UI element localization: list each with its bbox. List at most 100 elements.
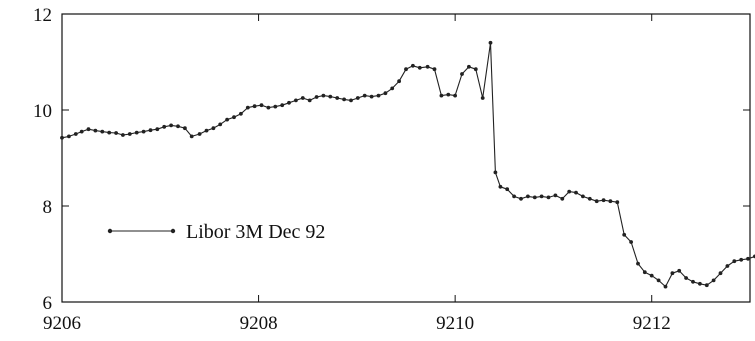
data-point <box>73 132 78 136</box>
data-point <box>280 103 285 108</box>
data-point <box>100 129 105 134</box>
data-point <box>581 194 585 199</box>
data-point <box>67 134 71 139</box>
data-point <box>505 187 510 192</box>
data-point <box>698 281 702 286</box>
data-point <box>691 279 695 284</box>
data-point <box>335 96 340 100</box>
data-point <box>480 96 485 100</box>
data-point <box>608 199 613 204</box>
data-point <box>732 259 737 264</box>
data-point <box>439 93 444 98</box>
data-point <box>519 196 523 201</box>
data-point <box>211 126 216 131</box>
data-point <box>601 198 606 203</box>
data-point <box>425 64 430 69</box>
data-point <box>232 115 236 120</box>
x-tick-label: 9212 <box>633 313 671 334</box>
data-point <box>245 105 250 110</box>
data-point <box>746 256 750 261</box>
data-point <box>259 103 264 108</box>
x-tick-label: 9208 <box>240 313 278 334</box>
data-point <box>684 276 688 280</box>
legend-marker-right <box>170 228 176 234</box>
data-point <box>307 98 312 103</box>
data-point <box>183 126 187 131</box>
data-point <box>711 278 716 283</box>
data-point <box>321 93 326 98</box>
y-tick-label: 8 <box>43 197 53 218</box>
data-point <box>239 111 243 116</box>
data-point <box>663 284 668 289</box>
data-point <box>189 134 194 139</box>
data-point <box>141 129 146 134</box>
data-point <box>411 63 415 68</box>
data-point <box>169 123 174 128</box>
data-point <box>594 199 599 204</box>
data-point <box>704 283 709 288</box>
data-point <box>432 67 437 72</box>
data-point <box>176 124 180 129</box>
data-point <box>498 184 503 189</box>
legend: Libor 3M Dec 92 <box>107 221 325 243</box>
data-point <box>300 96 305 100</box>
data-point <box>512 194 516 199</box>
series-line <box>61 42 755 288</box>
data-point <box>162 124 167 129</box>
data-point <box>553 193 558 198</box>
x-tick-label: 9210 <box>436 313 474 334</box>
y-tick-label: 10 <box>33 101 52 122</box>
data-point <box>294 98 298 103</box>
data-point <box>266 105 271 110</box>
data-point <box>467 64 471 69</box>
data-point <box>328 94 333 99</box>
data-point <box>197 132 202 136</box>
data-point <box>629 240 633 244</box>
data-point <box>417 65 422 70</box>
data-point <box>574 190 578 195</box>
data-point <box>287 100 291 105</box>
data-point <box>670 271 675 276</box>
data-point <box>642 270 647 275</box>
y-tick-label: 6 <box>43 293 53 314</box>
data-point <box>369 94 374 99</box>
data-point <box>493 170 498 175</box>
data-point <box>622 232 627 237</box>
data-point <box>107 130 112 135</box>
data-point <box>656 278 661 283</box>
data-point <box>273 104 278 109</box>
data-point <box>567 189 572 194</box>
data-point <box>473 67 478 72</box>
data-point <box>155 127 160 132</box>
data-point <box>225 117 230 122</box>
y-tick-label: 12 <box>33 5 52 26</box>
data-point <box>342 97 346 102</box>
data-point <box>204 128 209 133</box>
data-point <box>546 195 551 200</box>
legend-label: Libor 3M Dec 92 <box>186 221 325 243</box>
data-point <box>526 194 530 199</box>
data-point <box>134 130 139 135</box>
data-point <box>93 128 98 133</box>
data-point <box>349 98 353 103</box>
data-point <box>127 132 132 136</box>
series-line-layer <box>60 40 755 289</box>
data-point <box>404 67 408 72</box>
data-point <box>446 92 451 97</box>
data-point <box>539 194 544 199</box>
data-point <box>355 96 360 100</box>
plot-frame <box>61 13 751 303</box>
data-point <box>79 129 84 134</box>
x-tick-label: 9206 <box>43 313 81 334</box>
data-point <box>587 196 592 201</box>
data-point <box>314 95 319 99</box>
data-point <box>453 93 457 98</box>
data-point <box>376 93 381 98</box>
legend-marker-left <box>107 228 113 234</box>
data-point <box>718 271 723 276</box>
data-point <box>560 196 565 201</box>
data-point <box>362 93 367 98</box>
data-point <box>114 131 118 135</box>
data-point <box>636 261 640 266</box>
